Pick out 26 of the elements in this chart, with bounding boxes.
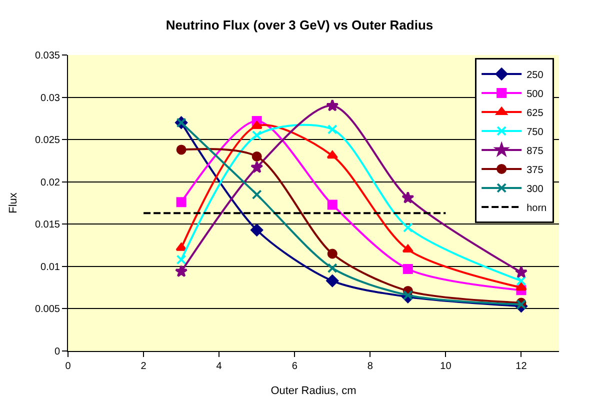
y-tick-label: 0.02 — [40, 177, 60, 188]
x-tick-label: 4 — [216, 361, 222, 372]
legend-label: 500 — [526, 88, 544, 100]
legend-label: 375 — [526, 164, 544, 176]
y-tick-label: 0.01 — [40, 262, 60, 273]
x-tick-label: 8 — [367, 361, 374, 372]
y-tick-label: 0.035 — [34, 50, 60, 62]
legend-label: 875 — [526, 146, 544, 157]
x-tick-label: 6 — [292, 361, 298, 372]
y-tick-label: 0 — [54, 346, 60, 358]
y-tick-label: 0.03 — [40, 92, 60, 104]
legend-label: 300 — [526, 184, 544, 195]
chart-title: Neutrino Flux (over 3 GeV) vs Outer Radius — [166, 17, 434, 32]
x-tick-label: 10 — [440, 361, 452, 372]
x-axis-title: Outer Radius, cm — [270, 385, 356, 398]
x-tick-label: 12 — [516, 361, 528, 372]
x-tick-label: 2 — [140, 361, 147, 372]
legend-label: 750 — [526, 126, 544, 138]
y-tick-label: 0.015 — [34, 220, 60, 231]
legend-label: horn — [526, 202, 547, 214]
y-tick-label: 0.025 — [34, 135, 60, 146]
legend-label: 625 — [526, 108, 544, 119]
y-axis-title: Flux — [8, 192, 20, 214]
y-tick-label: 0.005 — [34, 304, 60, 316]
x-tick-label: 0 — [65, 361, 72, 372]
legend-label: 250 — [526, 70, 544, 81]
